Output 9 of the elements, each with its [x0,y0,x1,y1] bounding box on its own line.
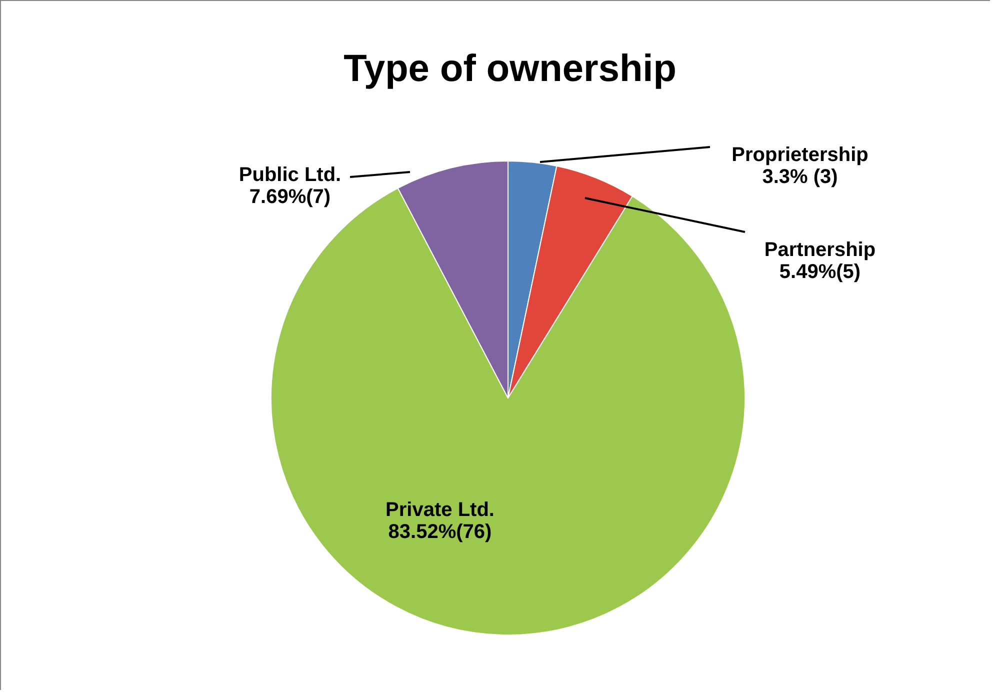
slice-label: Public Ltd. [238,164,342,186]
data-label: 5.49%(5) [779,261,861,283]
slice-label: Proprietership [732,144,868,166]
slice-label: Private Ltd. [386,499,494,521]
data-label: 7.69%(7) [249,186,331,208]
data-label: 3.3% (3) [762,166,838,188]
slice-label: Partnership [764,239,876,261]
data-label: 83.52%(76) [388,521,492,543]
chart-title: Type of ownership [344,48,676,90]
